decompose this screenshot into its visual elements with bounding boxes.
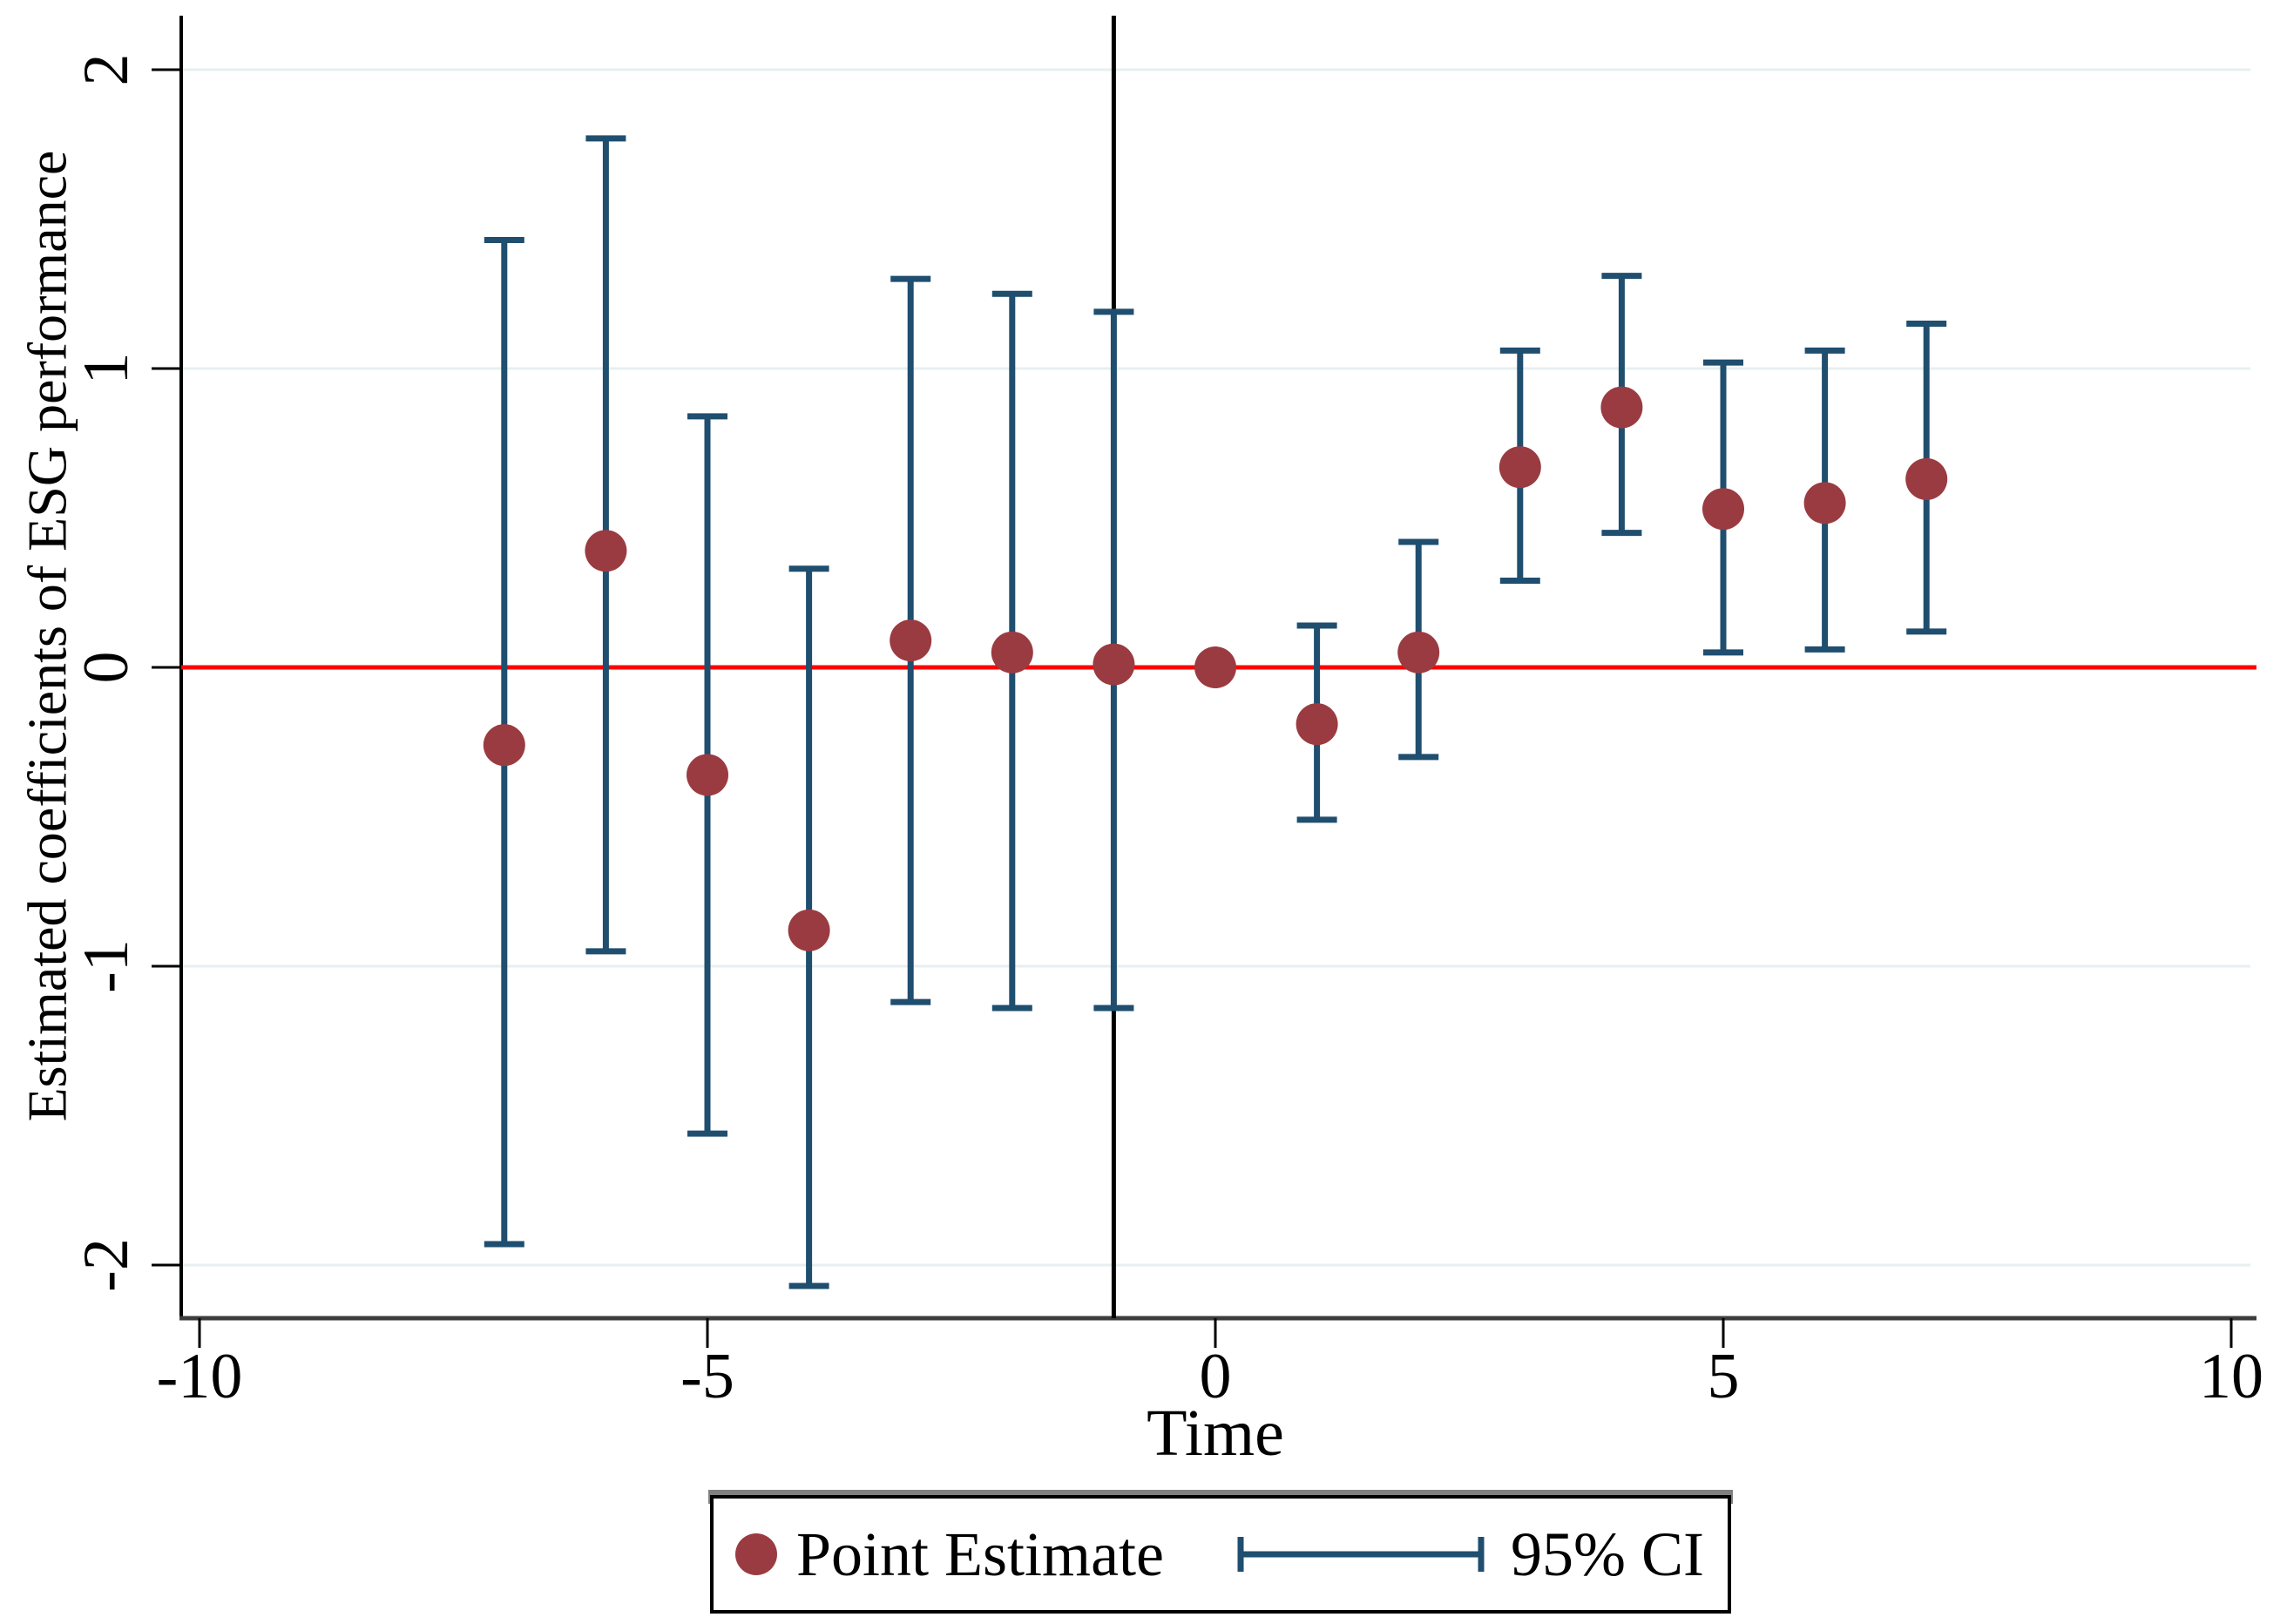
y-tick-label: -1 — [71, 939, 142, 993]
x-tick-label: 5 — [1708, 1341, 1740, 1412]
x-axis-ticks: -10 -5 0 5 10 — [157, 1318, 2263, 1412]
point-estimate-legend-marker — [735, 1533, 777, 1575]
point-estimates — [483, 386, 1948, 951]
point-marker-t5 — [1702, 488, 1744, 531]
y-axis-ticks: 2 1 0 -1 -2 — [71, 54, 181, 1292]
legend: Point Estimate 95% CI — [708, 1490, 1733, 1614]
x-tick-label: -5 — [680, 1341, 734, 1412]
point-marker-t-3 — [890, 619, 932, 662]
x-tick-label: 0 — [1200, 1341, 1232, 1412]
legend-box — [710, 1495, 1731, 1614]
point-marker-t7 — [1905, 457, 1948, 500]
point-marker-t-4 — [788, 909, 830, 951]
point-marker-t-1 — [1093, 643, 1135, 686]
point-marker-t-2 — [991, 631, 1033, 673]
y-tick-label: 0 — [71, 652, 142, 684]
x-axis-title: Time — [1147, 1397, 1284, 1470]
confidence-intervals — [484, 135, 1947, 1289]
ci-legend-label: 95% CI — [1511, 1519, 1704, 1589]
point-marker-t1 — [1296, 703, 1338, 746]
point-marker-t3 — [1499, 446, 1541, 489]
point-marker-t-5 — [687, 754, 728, 796]
y-tick-label: -2 — [71, 1238, 142, 1292]
x-tick-label: 10 — [2199, 1341, 2263, 1412]
ci-legend-glyph — [1237, 1537, 1485, 1572]
point-estimate-legend-label: Point Estimate — [796, 1519, 1164, 1589]
y-tick-label: 1 — [71, 353, 142, 385]
point-marker-t4 — [1600, 386, 1643, 429]
y-axis-title: Estimated coefficients of ESG performanc… — [17, 151, 78, 1122]
x-tick-label: -10 — [157, 1341, 243, 1412]
point-marker-t-7 — [483, 724, 525, 767]
point-marker-t0 — [1194, 646, 1236, 688]
y-tick-label: 2 — [71, 54, 142, 86]
point-marker-t2 — [1397, 631, 1440, 673]
point-marker-t-6 — [585, 530, 627, 572]
point-marker-t6 — [1803, 482, 1846, 524]
